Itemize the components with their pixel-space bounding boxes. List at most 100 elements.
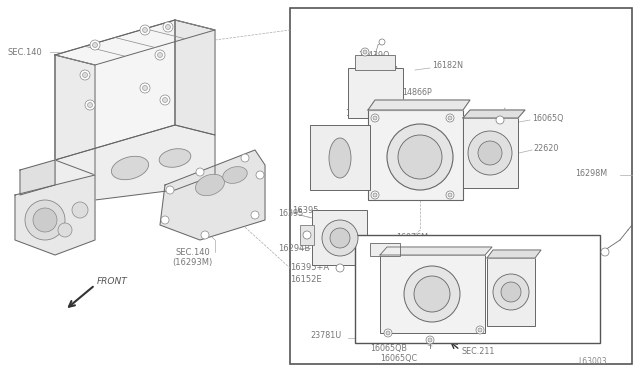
Polygon shape — [55, 125, 215, 200]
Circle shape — [140, 83, 150, 93]
Circle shape — [251, 211, 259, 219]
Circle shape — [25, 200, 65, 240]
Circle shape — [501, 282, 521, 302]
Text: SEC.211: SEC.211 — [445, 244, 478, 253]
Circle shape — [336, 264, 344, 272]
Circle shape — [160, 95, 170, 105]
Polygon shape — [55, 55, 95, 175]
Bar — [348, 68, 403, 118]
Text: L63003: L63003 — [578, 357, 607, 366]
Ellipse shape — [159, 149, 191, 167]
Circle shape — [446, 114, 454, 122]
Circle shape — [80, 70, 90, 80]
Text: 16065QA: 16065QA — [362, 65, 399, 74]
Text: FRONT: FRONT — [97, 278, 128, 286]
Ellipse shape — [223, 167, 247, 183]
Bar — [310, 125, 370, 190]
Circle shape — [155, 50, 165, 60]
Bar — [487, 258, 535, 326]
Text: 16152E: 16152E — [290, 276, 322, 285]
Circle shape — [404, 266, 460, 322]
Text: 16294B: 16294B — [278, 244, 310, 253]
Text: 16182N: 16182N — [432, 61, 463, 70]
Text: 16076M: 16076M — [396, 232, 428, 241]
Circle shape — [446, 191, 454, 199]
Circle shape — [93, 42, 97, 48]
Circle shape — [361, 48, 369, 56]
Polygon shape — [160, 150, 265, 240]
Circle shape — [241, 154, 249, 162]
Text: 14866P: 14866P — [402, 87, 432, 96]
Circle shape — [330, 228, 350, 248]
Text: SEC.140: SEC.140 — [175, 247, 210, 257]
Circle shape — [496, 116, 504, 124]
Text: 23781U: 23781U — [310, 331, 341, 340]
Polygon shape — [20, 160, 55, 195]
Circle shape — [414, 276, 450, 312]
Bar — [463, 118, 518, 188]
Text: 16065QB: 16065QB — [370, 343, 407, 353]
Polygon shape — [55, 20, 175, 160]
Circle shape — [161, 216, 169, 224]
Bar — [370, 243, 400, 256]
Text: 22620: 22620 — [533, 144, 558, 153]
Text: 16439Q: 16439Q — [345, 109, 376, 118]
Circle shape — [201, 231, 209, 239]
Polygon shape — [15, 175, 95, 255]
Circle shape — [322, 220, 358, 256]
Text: 16439Q: 16439Q — [358, 51, 390, 60]
Text: 16298M: 16298M — [575, 169, 607, 177]
Polygon shape — [487, 250, 541, 258]
Circle shape — [166, 25, 170, 29]
Circle shape — [88, 103, 93, 108]
Circle shape — [478, 141, 502, 165]
Bar — [290, 8, 632, 364]
Circle shape — [363, 50, 367, 54]
Circle shape — [83, 73, 88, 77]
Circle shape — [448, 193, 452, 197]
Circle shape — [166, 186, 174, 194]
Circle shape — [493, 274, 529, 310]
Circle shape — [386, 331, 390, 335]
Bar — [368, 110, 463, 200]
Polygon shape — [55, 20, 215, 65]
Polygon shape — [368, 100, 470, 110]
Circle shape — [387, 124, 453, 190]
Bar — [355, 55, 395, 70]
Circle shape — [157, 52, 163, 58]
Circle shape — [58, 223, 72, 237]
Circle shape — [379, 39, 385, 45]
Bar — [300, 225, 314, 245]
Circle shape — [468, 131, 512, 175]
Polygon shape — [175, 20, 215, 135]
Circle shape — [163, 97, 168, 103]
Circle shape — [371, 191, 379, 199]
Text: 16395: 16395 — [278, 208, 303, 218]
Circle shape — [85, 100, 95, 110]
Circle shape — [476, 326, 484, 334]
Circle shape — [140, 25, 150, 35]
Circle shape — [90, 40, 100, 50]
Text: 16065Q: 16065Q — [532, 113, 563, 122]
Text: 16395+A: 16395+A — [290, 263, 329, 273]
Text: SEC.140: SEC.140 — [8, 48, 43, 57]
Text: 16292: 16292 — [575, 250, 600, 260]
Circle shape — [478, 328, 482, 332]
Circle shape — [384, 329, 392, 337]
Circle shape — [398, 135, 442, 179]
Circle shape — [428, 338, 432, 342]
Circle shape — [601, 248, 609, 256]
Text: 16065QB: 16065QB — [502, 282, 539, 291]
Ellipse shape — [111, 156, 148, 180]
Circle shape — [196, 168, 204, 176]
Circle shape — [33, 208, 57, 232]
Circle shape — [371, 114, 379, 122]
Circle shape — [163, 22, 173, 32]
Bar — [380, 255, 485, 333]
Text: (16293M): (16293M) — [172, 257, 212, 266]
Circle shape — [426, 336, 434, 344]
Text: 16395: 16395 — [292, 205, 319, 215]
Polygon shape — [380, 247, 492, 255]
Polygon shape — [463, 110, 525, 118]
Ellipse shape — [195, 174, 225, 196]
